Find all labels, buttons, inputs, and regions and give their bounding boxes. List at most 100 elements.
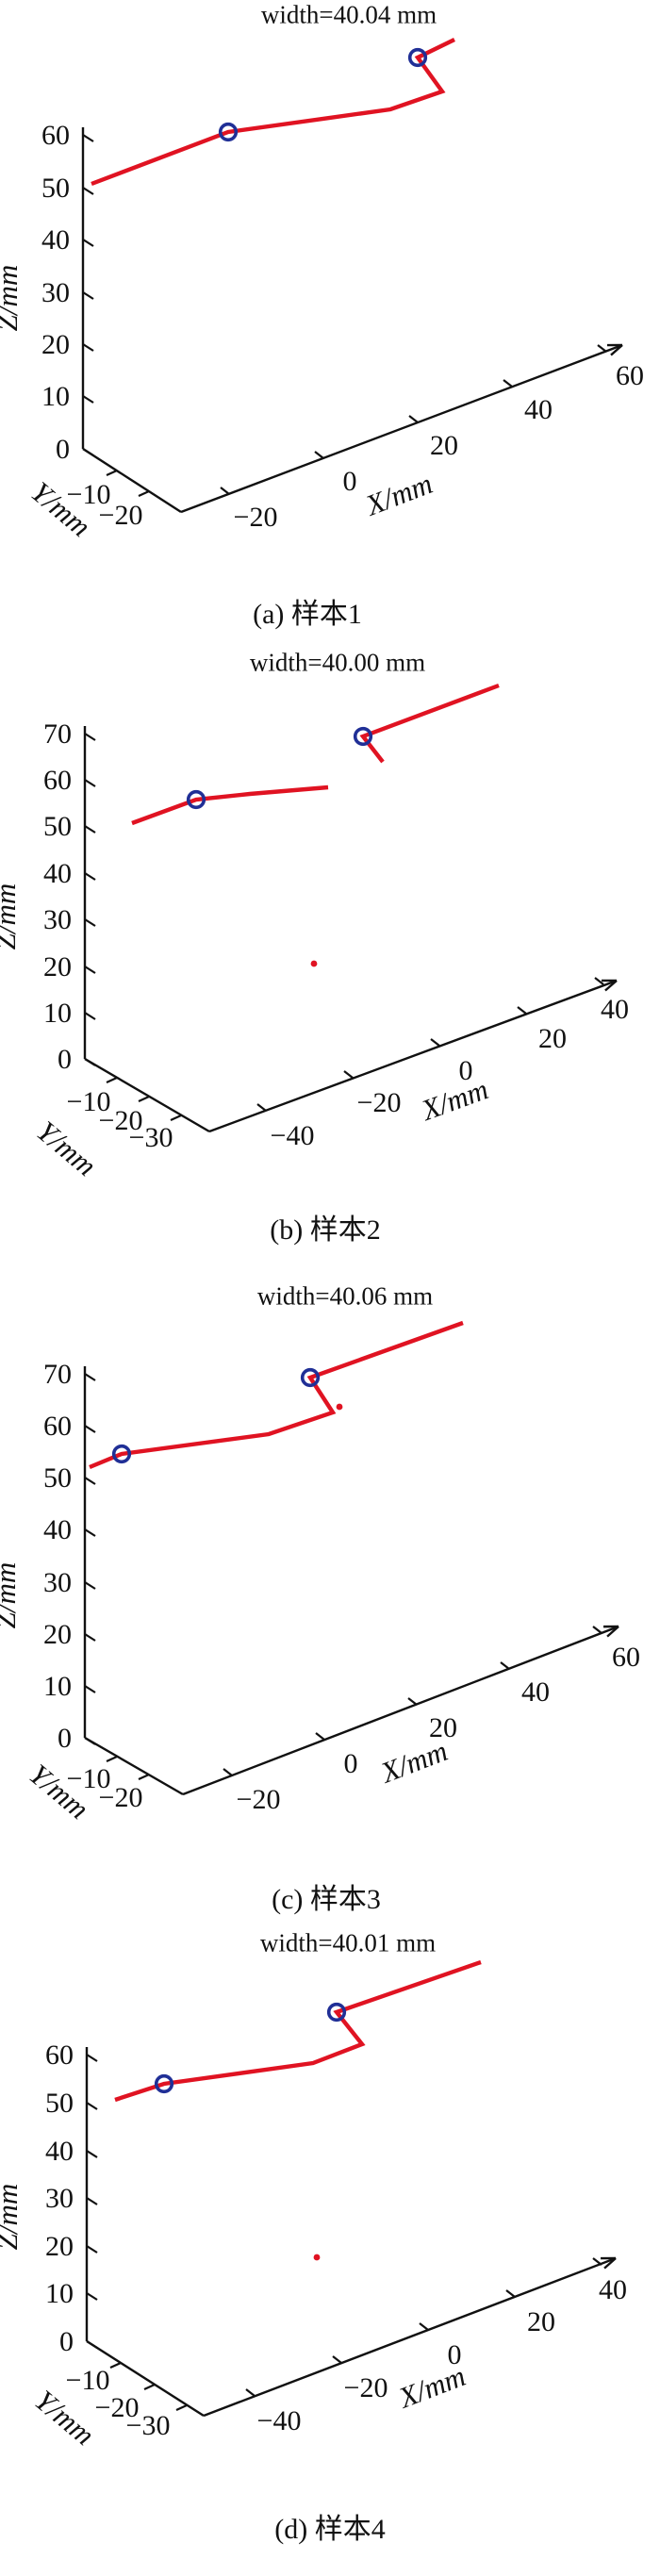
z-tick xyxy=(82,239,94,247)
z-tick-label: 70 xyxy=(43,1359,72,1390)
plot-title-d: width=40.01 mm xyxy=(259,1928,437,1957)
z-tick xyxy=(82,187,94,195)
z-tick-label: 40 xyxy=(41,224,70,256)
x-tick xyxy=(408,415,419,423)
z-tick-label: 40 xyxy=(43,1514,72,1545)
z-tick-label: 10 xyxy=(41,381,70,412)
z-tick-label: 50 xyxy=(43,1462,72,1494)
plot-caption-c: (c) 样本3 xyxy=(272,1884,381,1915)
x-tick xyxy=(517,1006,527,1015)
x-tick-label: −20 xyxy=(237,1784,281,1815)
y-tick xyxy=(109,2361,122,2370)
z-tick-label: 50 xyxy=(41,173,70,204)
z-tick-label: 30 xyxy=(43,904,72,935)
x-tick-label: 0 xyxy=(459,1055,473,1086)
x-tick xyxy=(220,487,230,495)
x-axis-label: X/mm xyxy=(392,2359,470,2415)
z-tick-label: 0 xyxy=(56,434,70,465)
plot-caption-a: (a) 样本1 xyxy=(253,599,362,630)
z-tick-label: 20 xyxy=(43,951,72,983)
x-tick-label: 0 xyxy=(344,1748,358,1779)
z-tick-label: 30 xyxy=(41,277,70,308)
y-tick-label: −20 xyxy=(99,1782,143,1813)
z-tick-label: 60 xyxy=(43,765,72,796)
y-axis-line xyxy=(84,1736,184,1796)
y-tick-label: −10 xyxy=(67,1086,111,1117)
x-tick xyxy=(592,2257,602,2266)
x-tick xyxy=(245,2388,256,2397)
x-tick-label: 20 xyxy=(429,1712,457,1743)
z-tick xyxy=(84,1685,96,1693)
z-tick xyxy=(82,343,94,352)
y-axis-line xyxy=(84,1057,210,1133)
y-axis-line xyxy=(82,447,182,514)
x-axis-arrowhead xyxy=(603,2257,617,2270)
x-tick-label: 0 xyxy=(343,466,357,497)
y-tick-label: −20 xyxy=(95,2392,140,2423)
y-tick xyxy=(138,1773,150,1781)
y-tick xyxy=(170,1114,182,1122)
z-tick xyxy=(84,1581,96,1590)
x-axis-label: X/mm xyxy=(359,467,437,522)
z-axis-label: Z/mm xyxy=(0,265,24,332)
y-tick-label: −10 xyxy=(67,479,111,510)
z-tick-label: 30 xyxy=(43,1567,72,1598)
x-tick-label: 20 xyxy=(527,2306,555,2337)
z-tick-label: 30 xyxy=(45,2183,74,2214)
y-tick xyxy=(138,1095,150,1103)
x-tick-label: 40 xyxy=(601,994,629,1025)
z-tick xyxy=(84,1425,96,1433)
z-tick-label: 10 xyxy=(43,1671,72,1702)
x-axis-line xyxy=(203,2256,617,2418)
z-tick xyxy=(86,2102,98,2110)
y-tick-label: −10 xyxy=(66,2365,110,2396)
z-tick xyxy=(82,134,94,142)
width-endpoint-marker xyxy=(154,2073,174,2094)
x-axis-line xyxy=(180,343,623,514)
x-tick xyxy=(500,1661,510,1670)
y-tick-label: −30 xyxy=(126,2410,171,2441)
z-axis-label: Z/mm xyxy=(0,1562,22,1629)
x-tick-label: 60 xyxy=(612,1642,640,1673)
plot-title-a: width=40.04 mm xyxy=(260,0,437,29)
z-tick-label: 0 xyxy=(58,1723,72,1754)
x-tick xyxy=(256,1103,267,1112)
x-axis-arrowhead xyxy=(604,980,618,992)
x-tick xyxy=(407,1697,418,1706)
z-axis-label: Z/mm xyxy=(0,2184,24,2251)
x-tick xyxy=(594,977,604,985)
width-endpoint-marker xyxy=(186,789,206,810)
x-axis-line xyxy=(208,979,618,1133)
y-axis-label: Y/mm xyxy=(30,1115,103,1182)
x-axis-arrowhead xyxy=(606,1626,619,1638)
x-tick-label: −20 xyxy=(234,502,278,533)
y-tick-label: −30 xyxy=(129,1122,173,1153)
x-tick-label: 0 xyxy=(448,2339,462,2370)
x-tick-label: −20 xyxy=(357,1087,402,1118)
x-tick xyxy=(430,1038,440,1047)
z-tick xyxy=(86,2197,98,2205)
z-tick xyxy=(84,779,96,787)
z-tick xyxy=(84,733,96,741)
x-tick-label: −40 xyxy=(257,2405,302,2436)
z-tick xyxy=(84,1633,96,1642)
x-tick-label: 40 xyxy=(521,1676,550,1708)
z-tick-label: 40 xyxy=(45,2136,74,2167)
y-tick-label: −20 xyxy=(99,1105,143,1136)
x-tick xyxy=(503,379,513,388)
z-tick-label: 60 xyxy=(41,120,70,151)
profile-curve xyxy=(91,38,455,187)
x-axis-line xyxy=(182,1625,619,1796)
width-endpoint-marker xyxy=(353,726,373,747)
x-tick xyxy=(592,1626,602,1634)
plot-title-b: width=40.00 mm xyxy=(249,648,426,677)
y-tick xyxy=(143,2383,156,2391)
x-tick-label: −20 xyxy=(344,2372,388,2403)
z-tick-label: 20 xyxy=(41,329,70,360)
z-tick-label: 0 xyxy=(58,1044,72,1075)
